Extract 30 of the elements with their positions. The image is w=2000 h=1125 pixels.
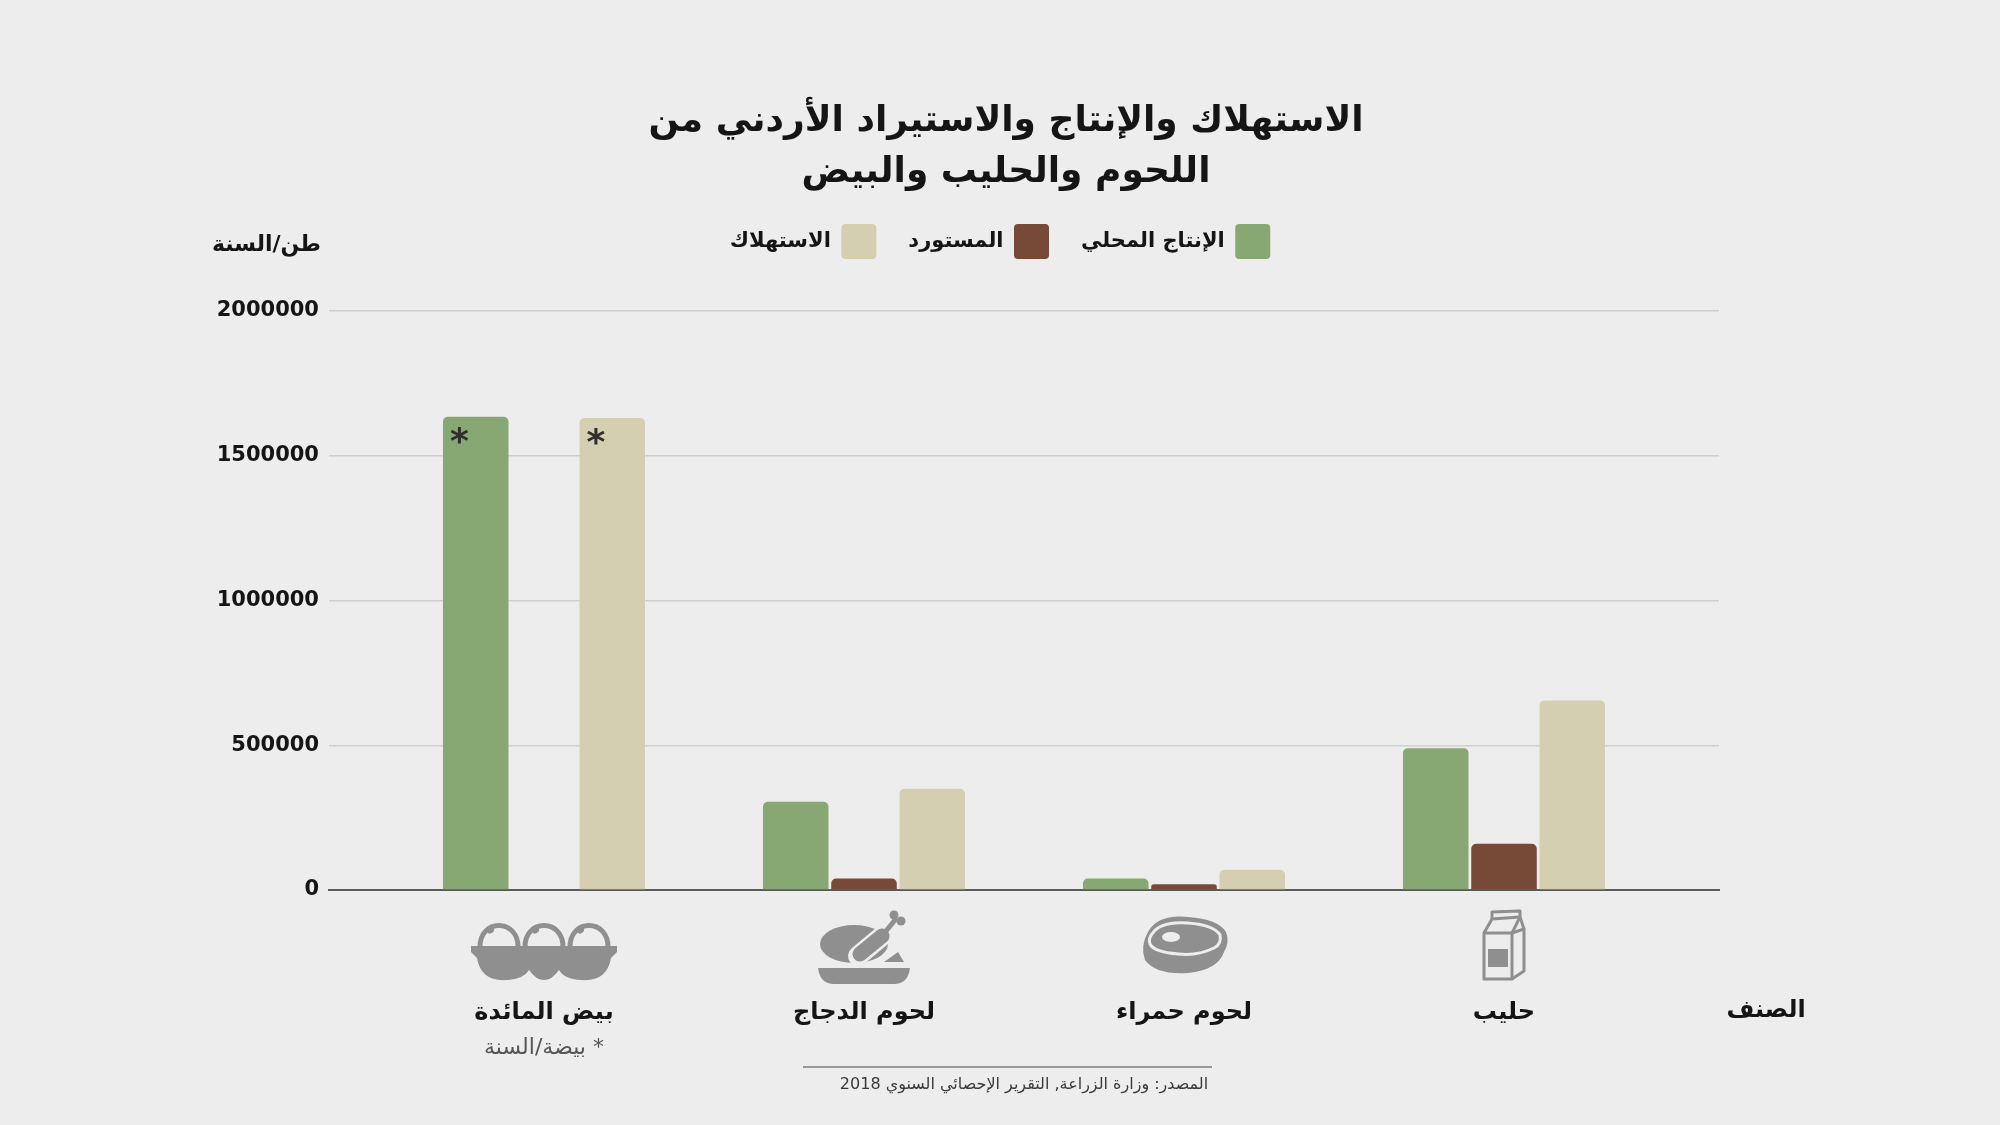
x-tick-label: لحوم الدجاج bbox=[792, 996, 936, 1025]
text: المصدر: وزارة الزراعة, التقرير الإحصائي السنوي 2018 bbox=[839, 1074, 1209, 1095]
y-tick-label: 0 bbox=[304, 876, 319, 901]
bar bbox=[1539, 700, 1606, 890]
x-tick-label: بيض المائدة bbox=[474, 996, 614, 1025]
annotation: * bbox=[586, 421, 606, 463]
bar bbox=[579, 418, 646, 890]
bar bbox=[1471, 843, 1537, 890]
text: * بيضة/السنة bbox=[484, 1033, 604, 1059]
bar bbox=[899, 788, 966, 890]
chart-title: الاستهلاك والإنتاج والاستيراد الأردني من اللحوم والحليب والبيض bbox=[647, 95, 1365, 193]
y-tick-label: 1000000 bbox=[216, 586, 319, 611]
bar bbox=[762, 801, 829, 890]
x-tick-label: لحوم حمراء bbox=[1115, 996, 1253, 1025]
bar bbox=[1151, 884, 1217, 890]
y-tick-label: 500000 bbox=[231, 731, 319, 756]
x-axis-title: الصنف bbox=[1726, 995, 1806, 1024]
legend-label: الاستهلاك bbox=[729, 227, 831, 252]
y-tick-label: 2000000 bbox=[216, 297, 319, 322]
x-tick-label: حليب bbox=[1472, 996, 1536, 1025]
y-tick-label: 1500000 bbox=[216, 442, 319, 467]
bar bbox=[1219, 869, 1286, 890]
bar bbox=[1082, 878, 1149, 890]
legend-label: الإنتاج المحلي bbox=[1080, 227, 1225, 253]
bar bbox=[831, 878, 897, 890]
y-axis-title: طن/السنة bbox=[211, 230, 321, 257]
legend-label: المستورد bbox=[908, 227, 1004, 252]
bar bbox=[442, 416, 509, 890]
annotation: * bbox=[449, 420, 469, 462]
bar bbox=[1402, 748, 1469, 890]
